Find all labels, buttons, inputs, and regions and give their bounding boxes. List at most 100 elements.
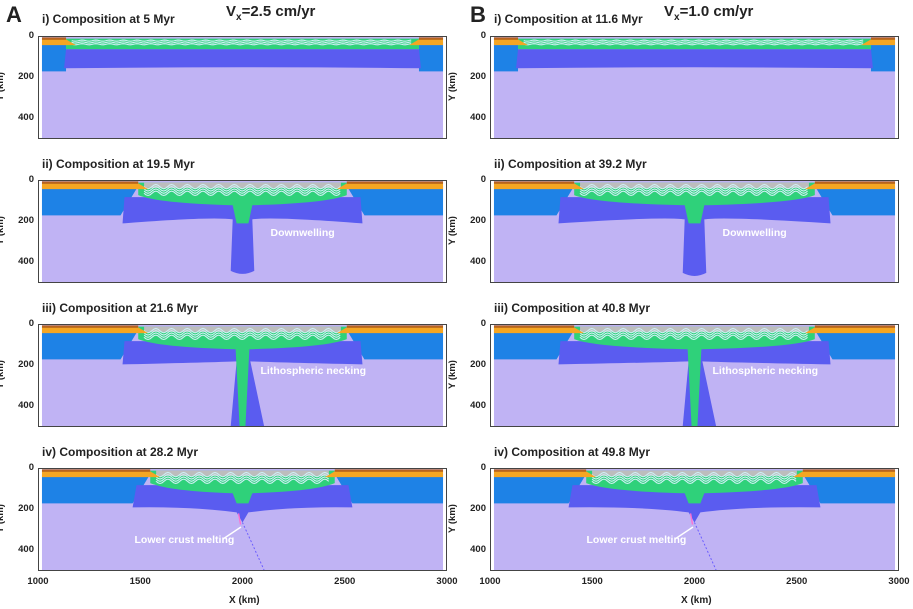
melt-zone xyxy=(689,513,694,525)
folded-crust-layer xyxy=(155,478,330,485)
right-upper-crust xyxy=(814,181,896,184)
folded-crust-layer xyxy=(523,43,864,46)
folded-crust-layer xyxy=(591,478,797,485)
right-upper-crust xyxy=(418,37,444,40)
y-tick-label: 0 xyxy=(28,174,34,185)
left-upper-crust xyxy=(493,469,587,472)
sediment-layer xyxy=(580,182,809,188)
mantle-lithosphere xyxy=(558,197,831,276)
right-upper-crust xyxy=(346,181,444,184)
x-tick-label: 1000 xyxy=(27,576,49,587)
mantle-lithosphere xyxy=(64,49,421,69)
folded-crust-layer xyxy=(579,332,808,338)
y-axis-label: Y (km) xyxy=(0,72,6,101)
folded-crust-layer xyxy=(143,332,341,338)
column-letter-a: A xyxy=(6,2,22,27)
lower-crust xyxy=(518,38,871,50)
folded-crust-layer xyxy=(143,188,341,194)
left-upper-crust xyxy=(41,469,151,472)
annotation-ii: Downwelling xyxy=(722,227,787,240)
annotation-iii: Lithospheric necking xyxy=(260,365,367,378)
left-craton-lithosphere xyxy=(493,186,575,216)
sediment-layer xyxy=(144,326,341,332)
y-tick-label: 200 xyxy=(470,503,486,515)
left-continental-crust xyxy=(493,471,597,478)
lower-crust xyxy=(66,38,419,50)
y-tick-label: 400 xyxy=(470,400,486,412)
folded-crust-layer xyxy=(71,43,412,46)
left-continental-crust xyxy=(41,327,149,334)
right-craton-lithosphere xyxy=(346,186,444,216)
folded-crust-layer xyxy=(591,474,797,480)
y-tick-label: 400 xyxy=(18,112,34,124)
left-upper-crust xyxy=(41,37,67,40)
x-tick-label: 3000 xyxy=(888,576,910,587)
folded-crust-layer xyxy=(579,188,808,194)
folded-crust-layer xyxy=(523,41,864,44)
mantle-lithosphere xyxy=(132,485,353,523)
folded-crust-layer xyxy=(591,476,797,482)
right-craton-lithosphere xyxy=(334,474,444,504)
folded-crust-layer xyxy=(155,476,330,482)
annotation-arrow xyxy=(674,525,693,540)
folded-crust-layer xyxy=(143,334,341,341)
left-continental-crust xyxy=(41,183,149,190)
panel-title-1-1: ii) Composition at 39.2 Myr xyxy=(494,157,647,171)
folded-crust-layer xyxy=(143,190,341,197)
annotation-iv: Lower crust melting xyxy=(586,533,687,546)
melt-zone xyxy=(237,513,242,525)
left-upper-crust xyxy=(493,37,519,40)
folded-crust-layer xyxy=(579,327,808,334)
velocity-label-a: Vx=2.5 cm/yr xyxy=(226,3,316,23)
x-tick-label: 1000 xyxy=(479,576,501,587)
right-continental-crust xyxy=(409,39,444,46)
y-tick-label: 400 xyxy=(470,256,486,268)
y-tick-label: 200 xyxy=(470,359,486,371)
right-continental-crust xyxy=(861,39,896,46)
folded-crust-layer xyxy=(155,471,330,478)
x-tick-label: 2000 xyxy=(683,576,706,587)
y-axis-label: Y (km) xyxy=(0,504,6,533)
left-craton-lithosphere xyxy=(41,186,139,216)
y-axis-label: Y (km) xyxy=(0,216,6,245)
y-axis-label: Y (km) xyxy=(446,216,458,245)
panel-title-0-0: i) Composition at 5 Myr xyxy=(42,12,175,26)
x-tick-label: 3000 xyxy=(436,576,458,587)
left-craton-lithosphere xyxy=(493,42,519,72)
x-tick-label: 2500 xyxy=(334,576,356,587)
folded-crust-layer xyxy=(143,183,341,190)
folded-crust-layer xyxy=(579,334,808,341)
folded-crust-layer xyxy=(143,330,341,336)
lower-crust xyxy=(574,326,815,426)
right-upper-crust xyxy=(870,37,896,40)
y-axis-label: Y (km) xyxy=(446,504,458,533)
annotation-iv: Lower crust melting xyxy=(134,533,235,546)
right-continental-crust xyxy=(805,183,896,190)
right-craton-lithosphere xyxy=(814,330,896,360)
right-continental-crust xyxy=(805,327,896,334)
y-tick-label: 200 xyxy=(18,359,34,371)
annotation-ii: Downwelling xyxy=(270,227,335,240)
lower-crust xyxy=(138,326,347,426)
left-craton-lithosphere xyxy=(41,330,139,360)
y-tick-label: 0 xyxy=(480,318,486,329)
composition-panel-1-2 xyxy=(490,324,899,427)
y-tick-label: 400 xyxy=(470,112,486,124)
y-tick-label: 400 xyxy=(18,544,34,556)
y-tick-label: 400 xyxy=(470,544,486,556)
left-upper-crust xyxy=(41,181,139,184)
composition-panel-1-3 xyxy=(490,468,899,571)
annotation-iii: Lithospheric necking xyxy=(712,365,819,378)
y-axis-label: Y (km) xyxy=(446,360,458,389)
left-craton-lithosphere xyxy=(41,42,67,72)
composition-panel-1-0 xyxy=(490,36,899,139)
y-axis-label: Y (km) xyxy=(446,72,458,101)
sediment-layer xyxy=(592,470,797,476)
x-axis-label-b: X (km) xyxy=(681,595,712,606)
right-craton-lithosphere xyxy=(418,42,444,72)
composition-panel-0-0 xyxy=(38,36,447,139)
right-continental-crust xyxy=(792,471,896,478)
left-continental-crust xyxy=(41,39,76,46)
x-axis-label-a: X (km) xyxy=(229,595,260,606)
right-upper-crust xyxy=(334,469,444,472)
